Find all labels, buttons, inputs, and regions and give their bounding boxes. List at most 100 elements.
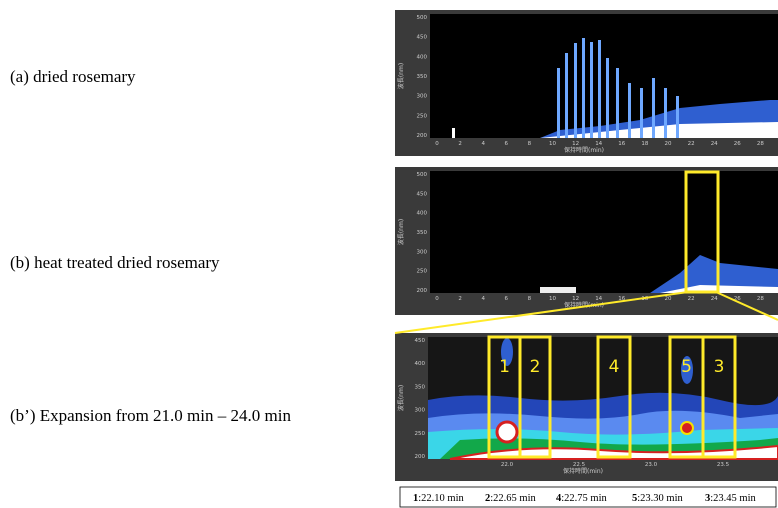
signal-spike [452, 128, 455, 138]
legend-entry: 3:23.45 min [705, 493, 757, 504]
x-tick-label: 12 [572, 296, 579, 302]
x-tick-label: 24 [711, 141, 718, 147]
x-tick-label: 8 [528, 141, 532, 147]
y-tick-label: 450 [417, 35, 428, 41]
legend-entry: 5:23.30 min [632, 493, 684, 504]
y-tick-label: 400 [417, 211, 428, 217]
contour [501, 338, 513, 366]
peak-label: 5 [681, 357, 692, 377]
retention-time: :22.10 min [418, 493, 464, 504]
peak-box [701, 335, 737, 459]
x-tick-label: 12 [572, 141, 579, 147]
y-tick-label: 250 [415, 431, 426, 437]
signal-spike [628, 83, 631, 138]
peak-number: 4 [556, 493, 562, 504]
signal-spike [616, 68, 619, 138]
x-tick-label: 22 [688, 296, 695, 302]
x-tick-label: 26 [734, 141, 741, 147]
peak-box [518, 335, 552, 459]
peak-number: 5 [632, 493, 637, 504]
x-tick-label: 0 [435, 296, 439, 302]
peak-number: 2 [485, 493, 490, 504]
x-tick-label: 0 [435, 141, 439, 147]
x-tick-label: 4 [481, 141, 485, 147]
y-tick-label: 200 [417, 133, 428, 139]
y-tick-label: 500 [417, 172, 428, 178]
x-tick-label: 6 [505, 141, 509, 147]
signal-spike [664, 88, 667, 138]
signal-area [650, 255, 778, 293]
legend-entry: 1:22.10 min [413, 493, 465, 504]
x-tick-label: 23.5 [717, 462, 730, 468]
zoom-line [715, 291, 778, 321]
signal-spike [640, 88, 643, 138]
x-tick-label: 10 [549, 296, 556, 302]
peak-number: 1 [413, 493, 418, 504]
legend-box [399, 486, 777, 508]
retention-time: :22.75 min [561, 493, 607, 504]
x-tick-label: 28 [757, 296, 764, 302]
caption: (a) dried rosemary [10, 67, 136, 86]
y-tick-label: 300 [415, 408, 426, 414]
x-axis-label: 保持時間(min) [563, 467, 603, 475]
x-tick-label: 22 [688, 141, 695, 147]
y-tick-label: 450 [417, 191, 428, 197]
signal-spike [565, 53, 568, 138]
peak-label: 3 [714, 357, 725, 377]
peak-box [596, 335, 632, 459]
retention-time: :22.65 min [490, 493, 536, 504]
y-tick-label: 350 [417, 230, 428, 236]
x-tick-label: 23.0 [645, 462, 658, 468]
y-tick-label: 200 [415, 454, 426, 460]
x-tick-label: 10 [549, 141, 556, 147]
peak-label: 1 [499, 357, 510, 377]
y-tick-label: 300 [417, 94, 428, 100]
signal-spike [676, 96, 679, 138]
y-axis-label: 波長(nm) [397, 63, 405, 89]
x-tick-label: 26 [734, 296, 741, 302]
x-tick-label: 16 [618, 296, 625, 302]
y-tick-label: 500 [417, 15, 428, 21]
x-tick-label: 8 [528, 296, 532, 302]
y-tick-label: 250 [417, 113, 428, 119]
contour [495, 420, 519, 444]
contour [681, 356, 693, 384]
y-tick-label: 450 [415, 338, 426, 344]
signal-spike [590, 42, 593, 138]
y-tick-label: 200 [417, 288, 428, 294]
x-tick-label: 6 [505, 296, 509, 302]
x-tick-label: 16 [618, 141, 625, 147]
peak-label: 4 [609, 357, 620, 377]
x-tick-label: 22.0 [501, 462, 514, 468]
y-axis-label: 波長(nm) [397, 385, 405, 411]
x-axis-label: 保持時間(min) [564, 301, 604, 309]
x-tick-label: 28 [757, 141, 764, 147]
x-tick-label: 14 [595, 141, 602, 147]
zoom-line [394, 291, 689, 334]
x-tick-label: 2 [458, 141, 462, 147]
peak-label: 2 [530, 357, 541, 377]
signal-spike [598, 40, 601, 138]
legend-entry: 2:22.65 min [485, 493, 537, 504]
x-tick-label: 4 [481, 296, 485, 302]
x-tick-label: 2 [458, 296, 462, 302]
x-axis-label: 保持時間(min) [564, 146, 604, 154]
contour [680, 421, 694, 435]
signal-spike [606, 58, 609, 138]
retention-time: :23.45 min [710, 493, 756, 504]
x-tick-label: 22.5 [573, 462, 586, 468]
caption: (b) heat treated dried rosemary [10, 253, 220, 272]
signal-area [540, 287, 576, 293]
retention-time: :23.30 min [637, 493, 683, 504]
signal-spike [574, 43, 577, 138]
caption: (b’) Expansion from 21.0 min – 24.0 min [10, 406, 291, 425]
signal-spike [557, 68, 560, 138]
y-tick-label: 400 [415, 361, 426, 367]
y-tick-label: 250 [417, 269, 428, 275]
x-tick-label: 14 [595, 296, 602, 302]
signal-spike [652, 78, 655, 138]
legend-entry: 4:22.75 min [556, 493, 608, 504]
signal-spike [582, 38, 585, 138]
zoom-box [684, 170, 720, 294]
